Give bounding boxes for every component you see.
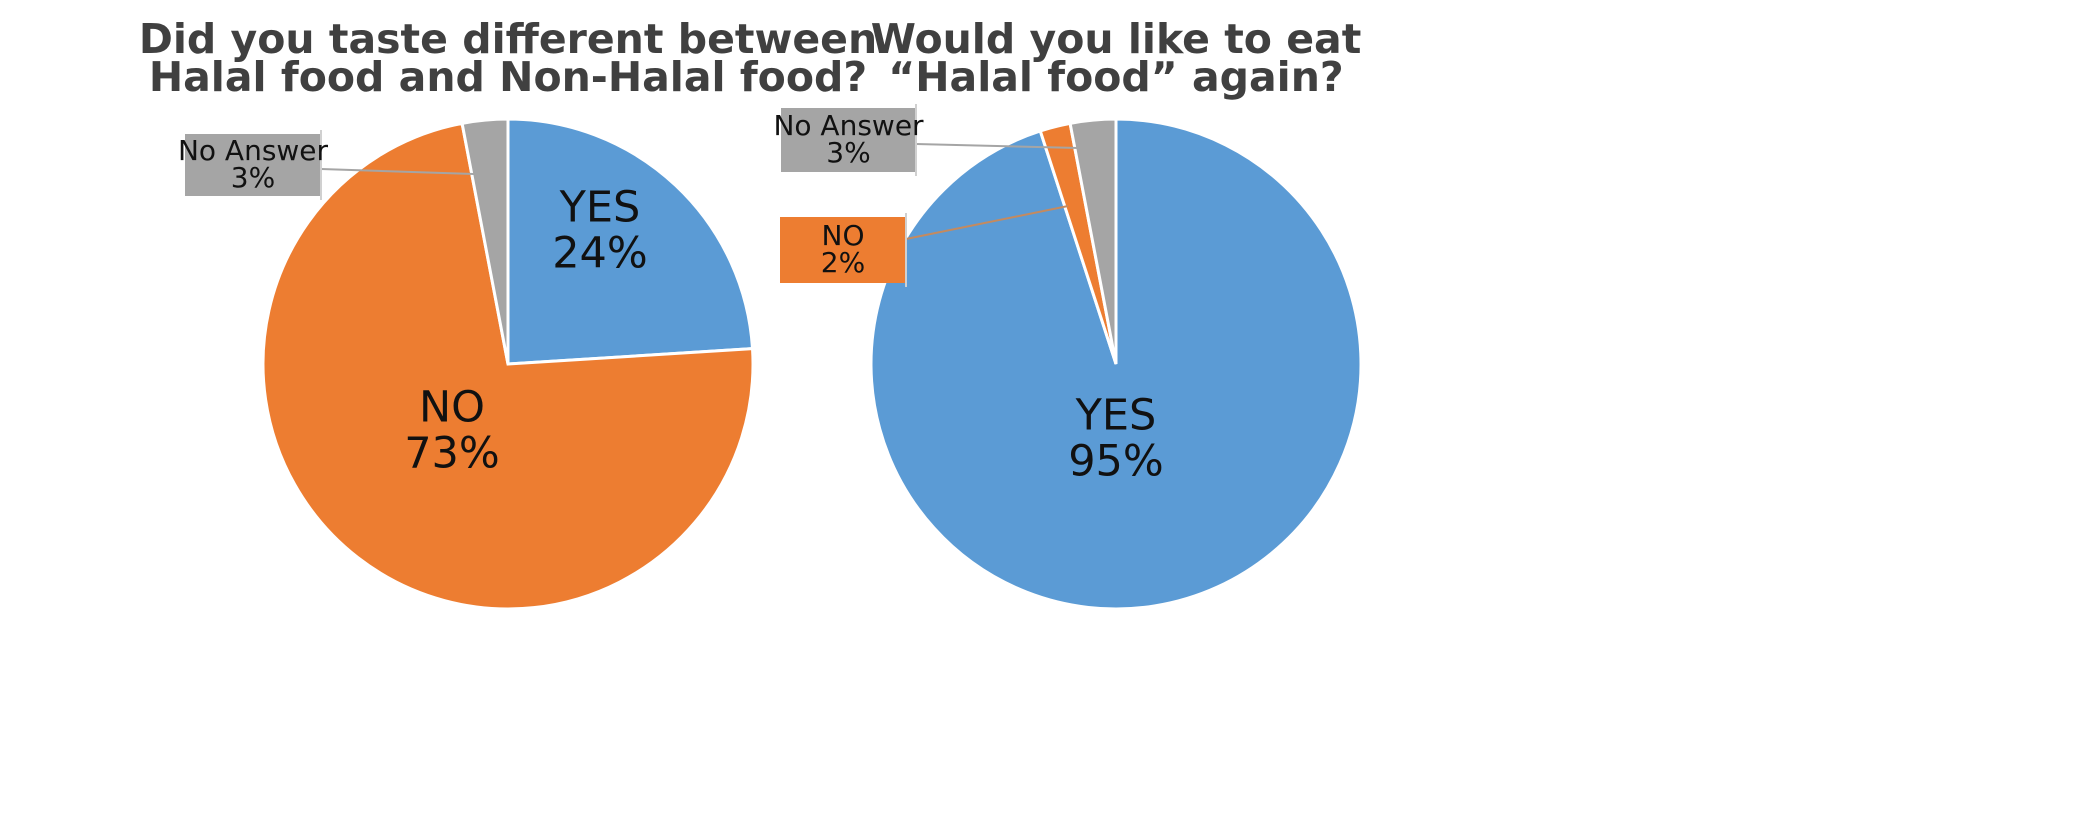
data-label-value: 73% [404, 429, 500, 479]
chart-title: Would you like to eat“Halal food” again? [871, 15, 1362, 101]
pie-slice-no-answer [460, 117, 510, 365]
callout-label-category: NO [822, 219, 865, 252]
data-label-category: YES [1075, 391, 1157, 441]
callout-box [780, 217, 906, 283]
pie-slice-no-answer [1068, 117, 1118, 365]
pie-slice-yes [869, 117, 1363, 611]
chart-panel-taste: Did you taste different between Halal foo… [139, 15, 877, 611]
callout-box [781, 108, 916, 172]
callout-box [185, 134, 321, 196]
pie-slices [261, 117, 755, 611]
callout-leader-line [905, 205, 1069, 240]
callout-label-category: No Answer [773, 109, 924, 142]
pie-slice-yes [506, 117, 755, 366]
data-label-category: YES [559, 183, 641, 233]
data-label-category: NO [419, 383, 485, 433]
chart-title-line: “Halal food” again? [888, 53, 1343, 101]
data-label-value: 95% [1068, 437, 1164, 487]
data-label-value: 24% [552, 229, 648, 279]
pie-chart-eat-again: Would you like to eat“Halal food” again?… [773, 15, 1363, 611]
chart-title-line: Would you like to eat [871, 15, 1362, 63]
pie-slice-no [261, 121, 755, 611]
chart-panel-eat-again: Would you like to eat “Halal food” again?… [773, 0, 2094, 839]
pie-slices [869, 117, 1363, 611]
chart-title-line: Halal food and Non-Halal food? [149, 53, 867, 101]
callout-label-value: 3% [231, 161, 275, 194]
chart-title-line: Did you taste different between [139, 15, 877, 63]
callout-leader-line [320, 168, 475, 175]
callout-label-category: No Answer [178, 134, 329, 167]
callout-leader-line [915, 143, 1080, 149]
callout-label-value: 3% [826, 136, 870, 169]
callout-label-value: 2% [821, 246, 865, 279]
